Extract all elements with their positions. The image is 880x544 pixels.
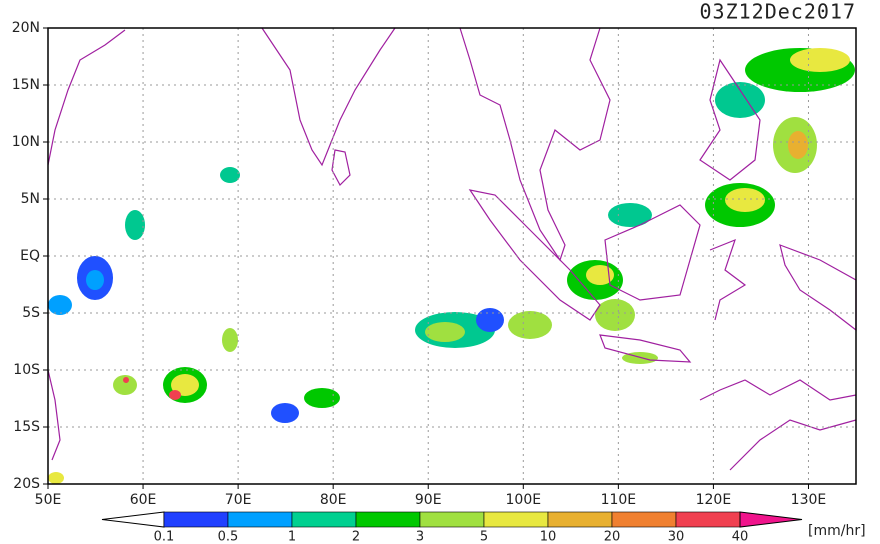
coastlines — [47, 27, 857, 471]
colorbar-label: 1 — [288, 530, 296, 544]
colorbar-label: 10 — [540, 530, 557, 544]
lon-label: 110E — [601, 492, 637, 508]
lat-label: 15S — [13, 419, 40, 435]
map-area — [47, 27, 857, 485]
lat-label: 10N — [12, 134, 40, 150]
colorbar-under — [101, 511, 165, 528]
lon-label: 90E — [415, 492, 442, 508]
lon-label: 120E — [696, 492, 732, 508]
colorbar-box — [227, 511, 293, 528]
lon-label: 130E — [791, 492, 827, 508]
colorbar-label: 20 — [604, 530, 621, 544]
colorbar-box — [675, 511, 741, 528]
lat-label: 5S — [22, 305, 40, 321]
colorbar-box — [419, 511, 485, 528]
colorbar-label: 3 — [416, 530, 424, 544]
lon-label: 80E — [320, 492, 347, 508]
lat-label: 15N — [12, 77, 40, 93]
colorbar-over — [739, 511, 803, 528]
colorbar-box — [163, 511, 229, 528]
lon-label: 50E — [35, 492, 62, 508]
colorbar-box — [291, 511, 357, 528]
colorbar-box — [547, 511, 613, 528]
lat-label: EQ — [20, 248, 40, 264]
colorbar: 0.1 0.5 1 2 3 5 10 20 30 40 — [101, 511, 803, 544]
lat-label: 5N — [21, 191, 40, 207]
colorbar-label: 30 — [668, 530, 685, 544]
lat-label: 20S — [13, 476, 40, 492]
colorbar-box — [355, 511, 421, 528]
colorbar-label: 5 — [480, 530, 488, 544]
colorbar-label: 0.1 — [154, 530, 175, 544]
rain-areas — [48, 48, 855, 484]
lon-label: 60E — [130, 492, 157, 508]
colorbar-label: 40 — [732, 530, 749, 544]
lon-label: 70E — [225, 492, 252, 508]
colorbar-label: 0.5 — [218, 530, 239, 544]
map-title: 03Z12Dec2017 — [700, 0, 857, 24]
lat-label: 10S — [13, 362, 40, 378]
lat-label: 20N — [12, 20, 40, 36]
colorbar-box — [483, 511, 549, 528]
colorbar-box — [611, 511, 677, 528]
colorbar-unit: [mm/hr] — [808, 523, 866, 539]
colorbar-label: 2 — [352, 530, 360, 544]
lon-label: 100E — [506, 492, 542, 508]
